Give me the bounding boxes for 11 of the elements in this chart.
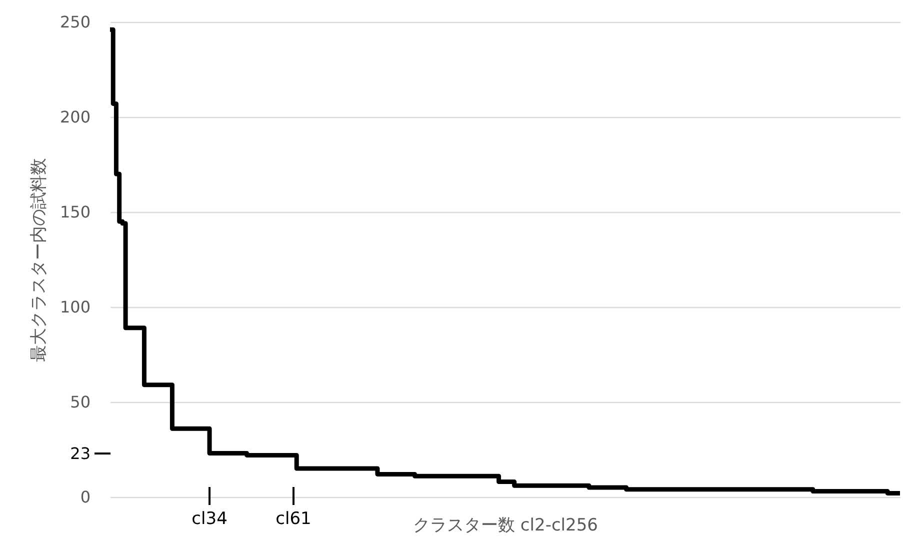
y-tick-label: 200: [60, 108, 90, 126]
ref-line-label: cl61: [276, 509, 312, 529]
y-tick-label: 23: [70, 444, 90, 463]
x-axis-title: クラスター数 cl2-cl256: [413, 516, 598, 536]
y-tick-label: 150: [60, 202, 90, 222]
y-tick-label: 50: [70, 392, 90, 412]
ref-line-label: cl34: [192, 509, 228, 529]
y-tick-label: 250: [60, 12, 90, 32]
y-axis-title: 最大クラスター内の試料数: [28, 158, 49, 362]
y-tick-label: 100: [60, 298, 90, 316]
y-tick-label: 0: [80, 488, 90, 506]
